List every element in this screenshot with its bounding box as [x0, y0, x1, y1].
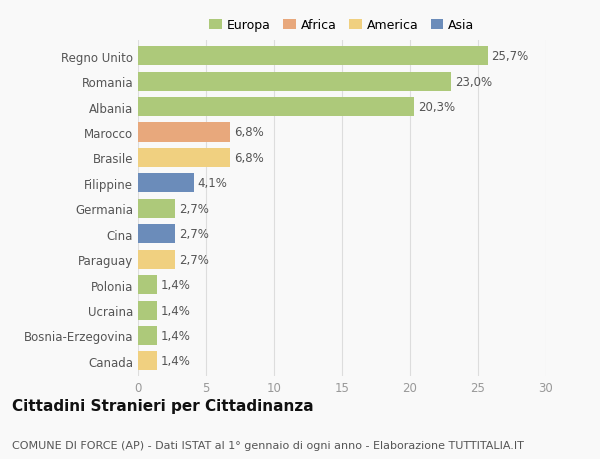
Bar	[138, 174, 194, 193]
Text: 1,4%: 1,4%	[161, 279, 191, 291]
Text: Cittadini Stranieri per Cittadinanza: Cittadini Stranieri per Cittadinanza	[12, 398, 314, 413]
Text: 2,7%: 2,7%	[179, 253, 209, 266]
Text: 6,8%: 6,8%	[235, 151, 265, 165]
Bar	[138, 123, 230, 142]
Bar	[138, 301, 157, 320]
Bar	[138, 275, 157, 295]
Text: 25,7%: 25,7%	[491, 50, 529, 63]
Text: 23,0%: 23,0%	[455, 75, 492, 89]
Legend: Europa, Africa, America, Asia: Europa, Africa, America, Asia	[205, 14, 479, 37]
Bar	[138, 73, 451, 91]
Text: 2,7%: 2,7%	[179, 202, 209, 215]
Text: 20,3%: 20,3%	[418, 101, 455, 114]
Text: COMUNE DI FORCE (AP) - Dati ISTAT al 1° gennaio di ogni anno - Elaborazione TUTT: COMUNE DI FORCE (AP) - Dati ISTAT al 1° …	[12, 440, 524, 450]
Bar	[138, 326, 157, 345]
Text: 1,4%: 1,4%	[161, 304, 191, 317]
Bar	[138, 149, 230, 168]
Bar	[138, 352, 157, 371]
Text: 4,1%: 4,1%	[198, 177, 228, 190]
Bar	[138, 250, 175, 269]
Text: 2,7%: 2,7%	[179, 228, 209, 241]
Text: 1,4%: 1,4%	[161, 329, 191, 342]
Bar	[138, 47, 488, 66]
Bar	[138, 98, 414, 117]
Text: 1,4%: 1,4%	[161, 355, 191, 368]
Bar	[138, 225, 175, 244]
Text: 6,8%: 6,8%	[235, 126, 265, 139]
Bar	[138, 199, 175, 218]
